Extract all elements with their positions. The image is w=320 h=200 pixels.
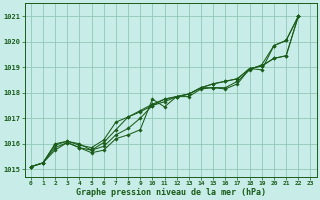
X-axis label: Graphe pression niveau de la mer (hPa): Graphe pression niveau de la mer (hPa) [76, 188, 266, 197]
